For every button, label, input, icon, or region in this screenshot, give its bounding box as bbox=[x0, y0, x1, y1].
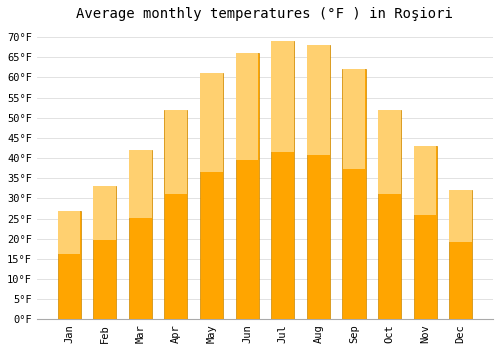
Bar bbox=[200, 74, 223, 320]
Title: Average monthly temperatures (°F ) in Roşiori: Average monthly temperatures (°F ) in Ro… bbox=[76, 7, 454, 21]
Bar bbox=[378, 110, 401, 320]
Bar bbox=[164, 110, 188, 320]
Bar bbox=[164, 110, 188, 194]
Bar bbox=[414, 146, 436, 215]
Bar bbox=[449, 190, 472, 320]
Bar bbox=[307, 45, 330, 155]
Bar bbox=[236, 53, 258, 160]
Bar bbox=[272, 41, 294, 153]
Bar bbox=[129, 150, 152, 218]
Bar bbox=[378, 110, 401, 194]
Bar bbox=[93, 186, 116, 320]
Bar bbox=[200, 74, 223, 172]
Bar bbox=[307, 45, 330, 320]
Bar bbox=[450, 190, 472, 242]
Bar bbox=[128, 150, 152, 320]
Bar bbox=[342, 69, 365, 169]
Bar bbox=[236, 53, 258, 320]
Bar bbox=[58, 211, 80, 254]
Bar bbox=[414, 146, 436, 320]
Bar bbox=[94, 186, 116, 240]
Bar bbox=[58, 211, 80, 320]
Bar bbox=[271, 41, 294, 320]
Bar bbox=[342, 69, 365, 320]
